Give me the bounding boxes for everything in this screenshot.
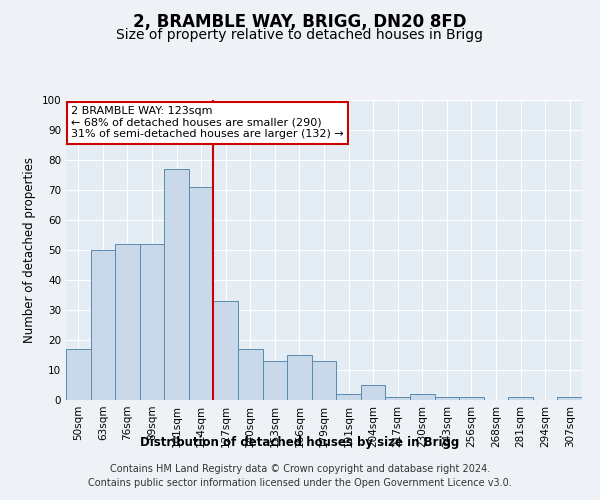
Bar <box>214 301 238 400</box>
Bar <box>263 361 287 400</box>
Bar <box>115 244 140 400</box>
Bar <box>164 169 189 400</box>
Text: Contains HM Land Registry data © Crown copyright and database right 2024.
Contai: Contains HM Land Registry data © Crown c… <box>88 464 512 487</box>
Bar <box>287 355 312 400</box>
Bar <box>508 397 533 400</box>
Bar <box>557 397 582 400</box>
Bar <box>361 385 385 400</box>
Bar <box>238 349 263 400</box>
Text: 2 BRAMBLE WAY: 123sqm
← 68% of detached houses are smaller (290)
31% of semi-det: 2 BRAMBLE WAY: 123sqm ← 68% of detached … <box>71 106 344 139</box>
Bar <box>140 244 164 400</box>
Bar <box>459 397 484 400</box>
Bar <box>385 397 410 400</box>
Text: 2, BRAMBLE WAY, BRIGG, DN20 8FD: 2, BRAMBLE WAY, BRIGG, DN20 8FD <box>133 12 467 30</box>
Text: Distribution of detached houses by size in Brigg: Distribution of detached houses by size … <box>140 436 460 449</box>
Bar <box>434 397 459 400</box>
Y-axis label: Number of detached properties: Number of detached properties <box>23 157 36 343</box>
Bar <box>312 361 336 400</box>
Bar <box>91 250 115 400</box>
Bar <box>66 349 91 400</box>
Bar <box>410 394 434 400</box>
Bar <box>189 187 214 400</box>
Text: Size of property relative to detached houses in Brigg: Size of property relative to detached ho… <box>116 28 484 42</box>
Bar <box>336 394 361 400</box>
